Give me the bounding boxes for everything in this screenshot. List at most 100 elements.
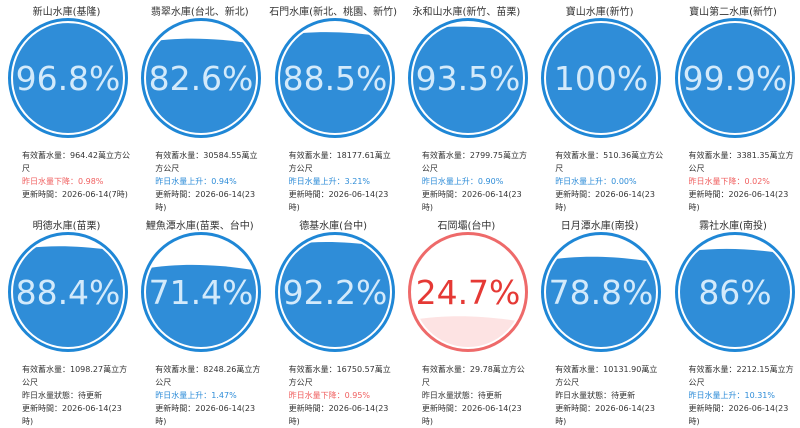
reservoir-card: 翡翠水庫(台北、新北) 82.6% 有效蓄水量：30584.55萬立方公尺昨日水量上…: [133, 0, 266, 212]
percent-label: 92.2%: [282, 273, 387, 312]
water-level: [146, 264, 257, 347]
percent-label: 71.4%: [149, 273, 254, 312]
reservoir-card: 石岡壩(台中) 24.7% 有效蓄水量：29.78萬立方公尺昨日水量狀態：待更新更新…: [400, 214, 533, 426]
water-level: [679, 248, 790, 347]
storage: 有效蓄水量：510.36萬立方公尺: [555, 151, 664, 173]
updated: 更新時間：2026-06-14(23時): [688, 190, 789, 212]
reservoir-card: 明德水庫(苗栗) 88.4% 有效蓄水量：1098.27萬立方公尺 昨日水量狀態：待更…: [0, 214, 133, 426]
water-level: [279, 32, 390, 133]
reservoir-name: 寶山水庫(新竹): [565, 7, 634, 18]
water-level: [546, 23, 657, 133]
reservoir-info: 有效蓄水量：2212.15萬立方公尺昨日水量上升：10.31% 更新時間：2026…: [689, 363, 799, 428]
reservoir-card: 德基水庫(台中) 92.2% 有效蓄水量：16750.57萬立方公尺 昨日水量下降：0…: [267, 214, 400, 426]
gauge: 24.7%: [407, 232, 528, 352]
percent-label: 88.5%: [282, 59, 387, 98]
reservoir-name: 鯉魚潭水庫(苗栗、台中): [145, 221, 254, 232]
updated: 更新時間：2026-06-14(23時): [421, 404, 522, 426]
gauge: 78.8%: [541, 232, 662, 352]
gauge: 96.8%: [8, 18, 128, 138]
water-level: [13, 246, 123, 347]
updated: 更新時間：2026-06-14(23時): [22, 404, 122, 426]
percent-label: 93.5%: [415, 59, 520, 98]
gauge: 71.4%: [141, 232, 262, 352]
reservoir-name: 明德水庫(苗栗): [32, 221, 101, 232]
water-level: [13, 23, 123, 133]
reservoir-name: 德基水庫(台中): [299, 221, 367, 232]
percent-label: 96.8%: [16, 59, 121, 98]
updated: 更新時間：2026-06-14(23時): [155, 404, 256, 426]
reservoir-card: 新山水庫(基隆) 96.8% 有效蓄水量：964.42萬立方公尺昨日水量下降：0.9…: [0, 0, 133, 210]
reservoir-info: 有效蓄水量：3381.35萬立方公尺昨日水量下降：0.02% 更新時間：2026-…: [689, 149, 799, 214]
reservoir-info: 有效蓄水量：510.36萬立方公尺昨日水量上升：0.00% 更新時間：2026-0…: [555, 149, 665, 214]
updated: 更新時間：2026-06-14(23時): [288, 404, 389, 426]
water-level: [412, 26, 523, 133]
gauge: 88.5%: [274, 18, 395, 138]
updated: 更新時間：2026-06-14(23時): [421, 190, 522, 212]
reservoir-name: 霧社水庫(南投): [699, 221, 767, 232]
percent-label: 100%: [554, 59, 648, 98]
percent-label: 78.8%: [549, 273, 654, 312]
reservoir-info: 有效蓄水量：16750.57萬立方公尺 昨日水量下降：0.95% 更新時間：2026…: [289, 363, 399, 428]
water-level: [679, 23, 790, 133]
storage: 有效蓄水量：18177.61萬立方公尺: [288, 151, 391, 173]
reservoir-card: 石門水庫(新北、桃園、新竹) 88.5% 有效蓄水量：18177.61萬立方公尺 昨日…: [267, 0, 400, 212]
water-level: [546, 256, 657, 347]
status: 昨日水量狀態：待更新: [421, 391, 502, 400]
storage: 有效蓄水量：10131.90萬立方公尺: [555, 365, 658, 387]
percent-label: 24.7%: [415, 273, 520, 312]
status: 昨日水量上升：1.47%: [155, 391, 237, 400]
reservoir-info: 有效蓄水量：29.78萬立方公尺昨日水量狀態：待更新更新時間：2026-06-1…: [422, 363, 532, 428]
reservoir-card: 日月潭水庫(南投) 78.8% 有效蓄水量：10131.90萬立方公尺昨日水量狀態：…: [533, 214, 666, 426]
reservoir-info: 有效蓄水量：1098.27萬立方公尺 昨日水量狀態：待更新 更新時間：2026-06…: [22, 363, 132, 428]
storage: 有效蓄水量：8248.26萬立方公尺: [155, 365, 261, 387]
gauge: 99.9%: [674, 18, 795, 138]
updated: 更新時間：2026-06-14(23時): [555, 404, 655, 426]
reservoir-info: 有效蓄水量：18177.61萬立方公尺 昨日水量上升：3.21% 更新時間：2026…: [289, 149, 399, 214]
updated: 更新時間：2026-06-14(23時): [288, 190, 389, 212]
reservoir-name: 日月潭水庫(南投): [560, 221, 639, 232]
reservoir-info: 有效蓄水量：10131.90萬立方公尺昨日水量狀態：待更新更新時間：2026-0…: [555, 363, 665, 428]
updated: 更新時間：2026-06-14(7時): [22, 190, 128, 199]
status: 昨日水量狀態：待更新: [555, 391, 636, 400]
gauge: 88.4%: [8, 232, 128, 352]
percent-label: 99.9%: [682, 59, 787, 98]
storage: 有效蓄水量：2212.15萬立方公尺: [688, 365, 794, 387]
percent-label: 88.4%: [16, 273, 121, 312]
reservoir-name: 石岡壩(台中): [437, 221, 496, 232]
reservoir-name: 新山水庫(基隆): [32, 7, 101, 18]
percent-label: 86%: [698, 273, 771, 312]
updated: 更新時間：2026-06-14(23時): [555, 190, 655, 212]
reservoir-info: 有效蓄水量：8248.26萬立方公尺昨日水量上升：1.47% 更新時間：2026-…: [155, 363, 265, 428]
reservoir-info: 有效蓄水量：30584.55萬立方公尺昨日水量上升：0.94% 更新時間：2026…: [155, 149, 265, 214]
status: 昨日水量上升：10.31%: [688, 391, 776, 400]
storage: 有效蓄水量：2799.75萬立方公尺: [421, 151, 527, 173]
status: 昨日水量下降：0.02%: [688, 177, 770, 186]
storage: 有效蓄水量：16750.57萬立方公尺: [288, 365, 391, 387]
reservoir-card: 寶山水庫(新竹) 100% 有效蓄水量：510.36萬立方公尺昨日水量上升：0.00…: [533, 0, 666, 212]
reservoir-info: 有效蓄水量：964.42萬立方公尺昨日水量下降：0.98% 更新時間：2026-0…: [22, 149, 132, 201]
gauge: 100%: [541, 18, 662, 138]
reservoir-name: 寶山第二水庫(新竹): [689, 7, 777, 18]
status: 昨日水量下降：0.98%: [22, 177, 104, 186]
water-level: [279, 242, 390, 347]
water-level: [146, 38, 257, 133]
storage: 有效蓄水量：964.42萬立方公尺: [22, 151, 130, 173]
gauge: 86%: [674, 232, 795, 352]
reservoir-info: 有效蓄水量：2799.75萬立方公尺昨日水量上升：0.90% 更新時間：2026-…: [422, 149, 532, 214]
updated: 更新時間：2026-06-14(23時): [688, 404, 789, 426]
status: 昨日水量上升：0.90%: [421, 177, 504, 186]
reservoir-name: 翡翠水庫(台北、新北): [150, 7, 249, 18]
storage: 有效蓄水量：3381.35萬立方公尺: [688, 151, 794, 173]
status: 昨日水量狀態：待更新: [22, 391, 102, 400]
reservoir-name: 永和山水庫(新竹、苗栗): [412, 7, 521, 18]
percent-label: 82.6%: [149, 59, 254, 98]
storage: 有效蓄水量：30584.55萬立方公尺: [155, 151, 258, 173]
updated: 更新時間：2026-06-14(23時): [155, 190, 256, 212]
status: 昨日水量上升：0.94%: [155, 177, 237, 186]
status: 昨日水量上升：0.00%: [555, 177, 637, 186]
gauge: 92.2%: [274, 232, 395, 352]
storage: 有效蓄水量：29.78萬立方公尺: [421, 365, 525, 387]
reservoir-card: 鯉魚潭水庫(苗栗、台中) 71.4% 有效蓄水量：8248.26萬立方公尺昨日水量上…: [133, 214, 266, 426]
reservoir-card: 霧社水庫(南投) 86% 有效蓄水量：2212.15萬立方公尺昨日水量上升：10.3…: [667, 214, 800, 426]
